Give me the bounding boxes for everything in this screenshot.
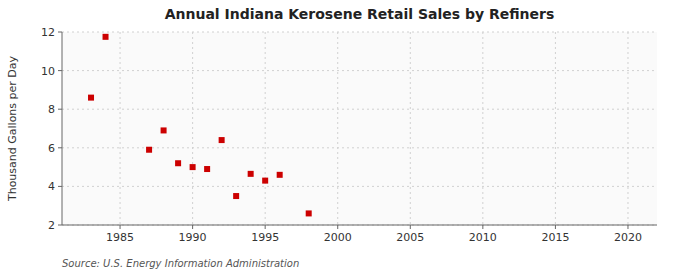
x-tick (120, 225, 121, 229)
title: Annual Indiana Kerosene Retail Sales by … (165, 6, 555, 22)
x-tick-label: 1985 (106, 231, 134, 244)
x-tick (410, 225, 411, 229)
grid-line-y (62, 225, 657, 226)
grid (62, 32, 657, 225)
y-tick-label: 8 (48, 103, 55, 116)
point (277, 172, 283, 178)
x-tick-label: 1995 (251, 231, 279, 244)
point (88, 95, 94, 101)
points (88, 34, 312, 217)
y-tick (58, 70, 62, 71)
point (103, 34, 109, 40)
x-tick-label: 1990 (179, 231, 207, 244)
x-tick-label: 2010 (469, 231, 497, 244)
grid-line-x (410, 32, 411, 225)
y-tick-label: 4 (48, 180, 55, 193)
point (175, 160, 181, 166)
y-tick-label: 6 (48, 142, 55, 155)
grid-line-y (62, 109, 657, 110)
grid-line-y (62, 32, 657, 33)
x-tick-label: 2015 (541, 231, 569, 244)
chart: 1985 1990 1995 2000 2005 2010 2015 2020 2 4 6 8 10 12… (0, 0, 675, 275)
grid-line-x (265, 32, 266, 225)
grid-line-x (555, 32, 556, 225)
grid-line-x (120, 32, 121, 225)
y-tick (58, 186, 62, 187)
x-tick (192, 225, 193, 229)
x-tick (337, 225, 338, 229)
y-axis-label: Thousand Gallons per Day (6, 55, 19, 202)
plot-area (62, 32, 657, 225)
axes: 1985 1990 1995 2000 2005 2010 2015 2020 2 4 6 8 10 12 (41, 26, 642, 244)
x-tick (627, 225, 628, 229)
grid-line-x (337, 32, 338, 225)
grid-line-y (62, 70, 657, 71)
x-tick (265, 225, 266, 229)
x-tick-label: 2000 (324, 231, 352, 244)
point (204, 166, 210, 172)
x-tick (482, 225, 483, 229)
point (306, 210, 312, 216)
source-note: Source: U.S. Energy Information Administ… (62, 258, 299, 269)
y-tick (58, 147, 62, 148)
point (248, 171, 254, 177)
chart-container: 1985 1990 1995 2000 2005 2010 2015 2020 2 4 6 8 10 12… (0, 0, 675, 275)
x-axis-line (62, 225, 657, 226)
point (190, 164, 196, 170)
y-tick (58, 32, 62, 33)
x-tick-label: 2005 (396, 231, 424, 244)
point (262, 178, 268, 184)
point (146, 147, 152, 153)
point (233, 193, 239, 199)
y-axis-line (62, 32, 63, 225)
x-tick-label: 2020 (614, 231, 642, 244)
grid-line-y (62, 186, 657, 187)
y-tick-label: 12 (41, 26, 55, 39)
point (161, 127, 167, 133)
point (219, 137, 225, 143)
grid-line-x (627, 32, 628, 225)
y-tick-label: 10 (41, 65, 55, 78)
y-tick (58, 109, 62, 110)
y-tick (58, 225, 62, 226)
x-tick (555, 225, 556, 229)
grid-line-x (482, 32, 483, 225)
grid-line-x (192, 32, 193, 225)
y-tick-label: 2 (48, 219, 55, 232)
